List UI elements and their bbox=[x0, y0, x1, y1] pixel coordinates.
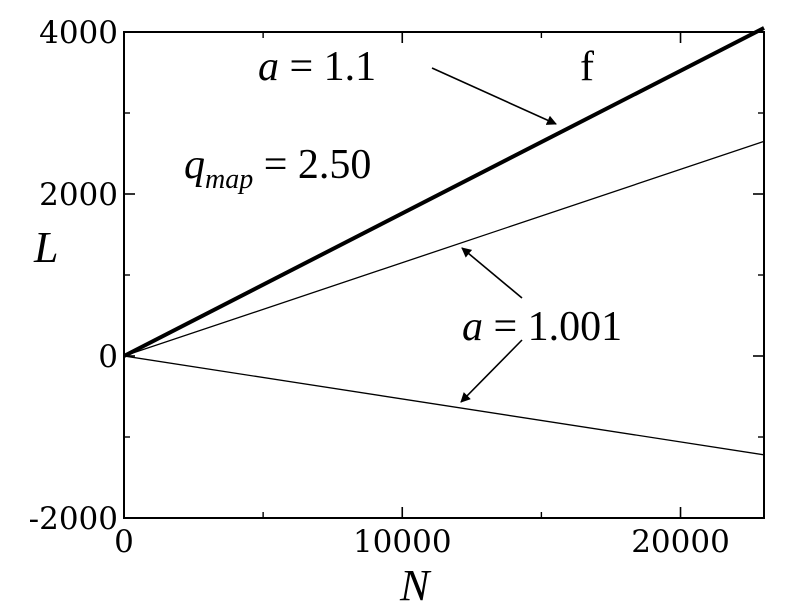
annotation-qmap-value: = 2.50 bbox=[253, 142, 371, 188]
annotation-a-1-1: a = 1.1 bbox=[258, 44, 376, 90]
y-tick-label: -2000 bbox=[29, 501, 118, 537]
annotation-a-1-1-value: = 1.1 bbox=[279, 44, 376, 90]
y-tick-label: 2000 bbox=[39, 177, 118, 213]
annotation-a-1-001: a = 1.001 bbox=[462, 304, 622, 350]
annotation-a-1-001-symbol: a bbox=[462, 304, 483, 350]
arrow-a1001-lower bbox=[460, 339, 523, 403]
annotations: a = 1.1 qmap = 2.50 a = 1.001 f bbox=[184, 44, 622, 350]
data-lines bbox=[123, 26, 765, 456]
annotation-qmap: qmap = 2.50 bbox=[184, 142, 371, 195]
axis-ticks bbox=[123, 31, 764, 519]
x-tick-label: 0 bbox=[114, 524, 134, 560]
arrow-a11 bbox=[431, 67, 557, 125]
annotation-qmap-symbol: q bbox=[184, 142, 205, 188]
annotation-a-1-1-symbol: a bbox=[258, 44, 279, 90]
x-tick-label: 20000 bbox=[631, 524, 730, 560]
annotation-a-1-001-value: = 1.001 bbox=[483, 304, 622, 350]
y-tick-label: 0 bbox=[98, 339, 118, 375]
series-line-1 bbox=[123, 26, 765, 358]
x-tick-label: 10000 bbox=[353, 524, 452, 560]
y-tick-label: 4000 bbox=[39, 15, 118, 51]
plot-frame bbox=[123, 31, 765, 519]
series-line-2 bbox=[123, 140, 765, 357]
panel-label: f bbox=[580, 44, 594, 90]
x-axis-title: N bbox=[399, 561, 432, 610]
plot-frame-group bbox=[123, 31, 765, 519]
series-line-3 bbox=[123, 355, 765, 456]
arrows bbox=[431, 67, 557, 403]
arrow-a1001-upper bbox=[461, 247, 523, 299]
annotation-qmap-subscript: map bbox=[205, 164, 253, 195]
y-axis-title: L bbox=[33, 223, 58, 272]
